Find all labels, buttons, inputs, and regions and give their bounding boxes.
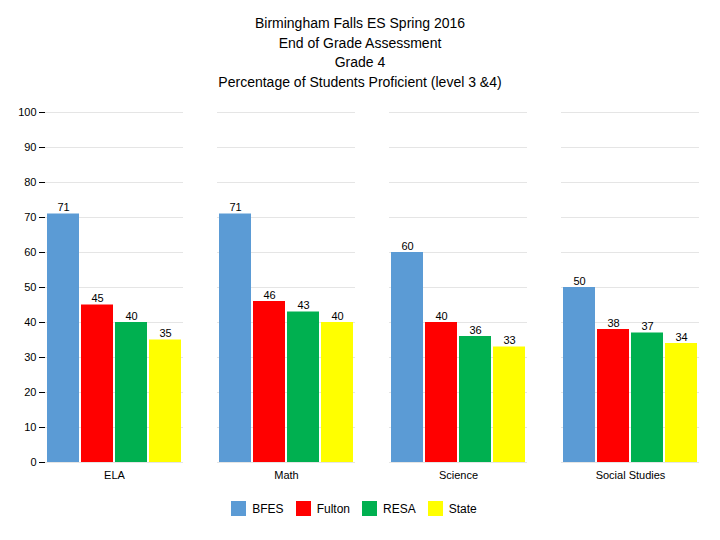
svg-text:45: 45 [91,292,103,304]
html-text:BFES: BFES [252,501,284,516]
svg-text:Social Studies: Social Studies [596,470,666,482]
svg-text:35: 35 [159,327,171,339]
svg-text:100: 100 [18,106,36,118]
html-text:Birmingham Falls ES Spring 201: Birmingham Falls ES Spring 2016 End of G… [218,15,502,90]
svg-text:34: 34 [675,331,687,343]
svg-text:40: 40 [24,316,36,328]
svg-text:40: 40 [331,310,343,322]
svg-text:38: 38 [607,317,619,329]
html-text:State: State [448,501,477,516]
svg-text:30: 30 [24,351,36,363]
html-text:Fulton: Fulton [316,501,350,516]
svg-text:40: 40 [435,310,447,322]
html-text:RESA: RESA [383,501,416,516]
svg-text:ELA: ELA [104,470,125,482]
svg-text:46: 46 [263,289,275,301]
svg-text:60: 60 [401,240,413,252]
svg-text:10: 10 [24,421,36,433]
svg-text:33: 33 [503,334,515,346]
svg-text:50: 50 [24,281,36,293]
svg-text:0: 0 [30,456,36,468]
svg-text:36: 36 [469,324,481,336]
svg-text:37: 37 [641,320,653,332]
svg-text:43: 43 [297,299,309,311]
svg-text:Science: Science [439,470,478,482]
svg-text:40: 40 [125,310,137,322]
svg-text:71: 71 [229,201,241,213]
svg-text:71: 71 [57,201,69,213]
svg-text:20: 20 [24,386,36,398]
svg-text:80: 80 [24,176,36,188]
svg-text:90: 90 [24,141,36,153]
svg-text:60: 60 [24,246,36,258]
svg-text:70: 70 [24,211,36,223]
svg-text:50: 50 [573,275,585,287]
svg-text:Math: Math [274,470,298,482]
